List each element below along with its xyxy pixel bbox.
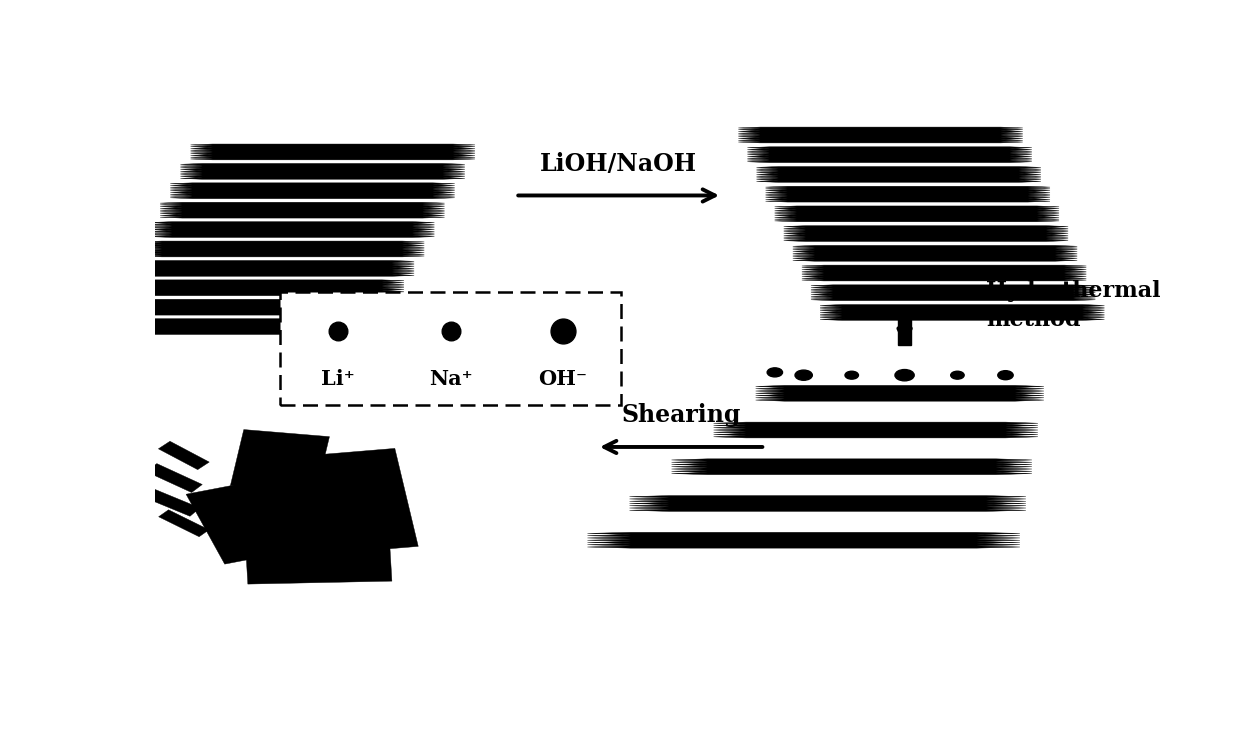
Polygon shape: [244, 530, 392, 584]
Polygon shape: [748, 147, 1032, 163]
Polygon shape: [792, 245, 1078, 261]
Circle shape: [844, 371, 858, 379]
Polygon shape: [738, 127, 1023, 143]
Text: LiOH/NaOH: LiOH/NaOH: [539, 152, 697, 175]
Polygon shape: [191, 144, 475, 160]
Bar: [898, 305, 911, 345]
Polygon shape: [140, 241, 424, 257]
Polygon shape: [160, 203, 445, 218]
Polygon shape: [802, 265, 1086, 281]
Text: Li⁺: Li⁺: [321, 368, 355, 388]
Polygon shape: [672, 459, 1032, 475]
Polygon shape: [99, 319, 383, 335]
Polygon shape: [713, 422, 1038, 438]
Point: [440, 325, 460, 337]
Polygon shape: [109, 299, 394, 315]
Polygon shape: [186, 477, 316, 564]
Polygon shape: [820, 305, 1105, 320]
Polygon shape: [180, 164, 465, 179]
Circle shape: [895, 369, 914, 381]
Polygon shape: [756, 167, 1040, 182]
Text: OH⁻: OH⁻: [538, 368, 588, 388]
Point: [329, 325, 348, 337]
Polygon shape: [159, 441, 210, 470]
Polygon shape: [146, 464, 202, 493]
Point: [553, 325, 573, 337]
Polygon shape: [630, 495, 1025, 512]
Polygon shape: [150, 222, 434, 238]
Text: Hydrothermal
method: Hydrothermal method: [986, 280, 1161, 331]
Text: Shearing: Shearing: [622, 403, 742, 427]
Polygon shape: [130, 261, 414, 276]
Circle shape: [951, 371, 965, 379]
Polygon shape: [170, 183, 455, 199]
Polygon shape: [784, 225, 1068, 241]
Bar: [280, 291, 621, 404]
Polygon shape: [775, 206, 1059, 222]
Circle shape: [998, 371, 1013, 379]
Polygon shape: [143, 488, 200, 516]
Circle shape: [768, 368, 782, 377]
Polygon shape: [119, 280, 404, 296]
Polygon shape: [811, 285, 1095, 301]
Polygon shape: [765, 186, 1050, 202]
Polygon shape: [231, 429, 330, 493]
Polygon shape: [588, 532, 1021, 548]
Polygon shape: [247, 448, 418, 559]
Polygon shape: [159, 510, 210, 537]
Circle shape: [795, 370, 812, 380]
Polygon shape: [755, 385, 1044, 401]
Text: Na⁺: Na⁺: [429, 368, 472, 388]
